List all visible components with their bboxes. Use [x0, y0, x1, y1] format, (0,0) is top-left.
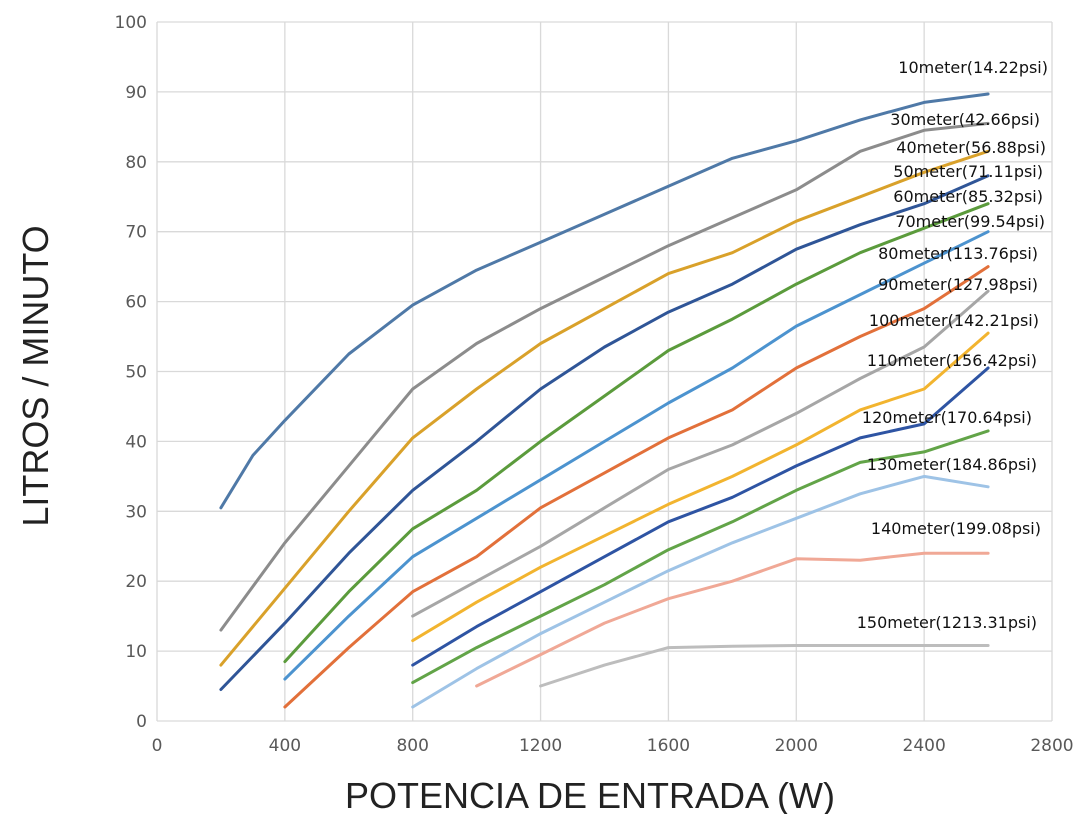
x-tick-label: 2000 — [775, 736, 818, 756]
x-tick-label: 800 — [396, 736, 428, 756]
y-tick-label: 60 — [125, 293, 147, 313]
series-line — [539, 644, 990, 688]
series-line — [411, 474, 990, 709]
y-tick-label: 0 — [136, 712, 147, 732]
y-tick-label: 30 — [125, 502, 147, 522]
series-label: 50meter(71.11psi) — [893, 162, 1043, 181]
series-line — [283, 202, 990, 664]
series-label: 120meter(170.64psi) — [862, 408, 1032, 427]
series-label: 140meter(199.08psi) — [871, 519, 1041, 538]
y-axis-title: LITROS / MINUTO — [15, 225, 56, 526]
y-tick-label: 90 — [125, 83, 147, 103]
series-line — [475, 551, 990, 688]
series-label: 100meter(142.21psi) — [869, 311, 1039, 330]
series-line — [219, 174, 990, 691]
y-tick-label: 40 — [125, 432, 147, 452]
x-axis-title: POTENCIA DE ENTRADA (W) — [345, 775, 835, 814]
series-line — [411, 366, 990, 667]
series-label: 90meter(127.98psi) — [878, 275, 1038, 294]
series-line — [283, 230, 990, 681]
x-tick-label: 2800 — [1030, 736, 1073, 756]
y-tick-label: 50 — [125, 363, 147, 383]
series-label: 10meter(14.22psi) — [898, 58, 1048, 77]
y-tick-label: 100 — [115, 13, 147, 33]
series-line — [219, 92, 990, 510]
y-axis-ticks: 0 10 20 30 40 50 60 70 80 90 100 — [115, 13, 147, 732]
series-line — [411, 331, 990, 643]
x-tick-label: 2400 — [903, 736, 946, 756]
series-label: 80meter(113.76psi) — [878, 244, 1038, 263]
series-label: 150meter(1213.31psi) — [857, 613, 1037, 632]
x-tick-label: 400 — [269, 736, 301, 756]
x-tick-label: 0 — [152, 736, 163, 756]
series-label: 130meter(184.86psi) — [867, 455, 1037, 474]
series-label: 40meter(56.88psi) — [896, 138, 1046, 157]
series-label: 110meter(156.42psi) — [867, 351, 1037, 370]
y-tick-label: 20 — [125, 572, 147, 592]
series-line — [411, 289, 990, 618]
series-labels: 10meter(14.22psi) 30meter(42.66psi) 40mete… — [857, 58, 1048, 632]
series-label: 70meter(99.54psi) — [895, 212, 1045, 231]
x-tick-label: 1600 — [647, 736, 690, 756]
y-tick-label: 10 — [125, 642, 147, 662]
series-label: 60meter(85.32psi) — [893, 187, 1043, 206]
series-line — [219, 121, 990, 632]
series-line — [219, 149, 990, 667]
series-label: 30meter(42.66psi) — [890, 110, 1040, 129]
y-tick-label: 80 — [125, 153, 147, 173]
series-line — [411, 429, 990, 685]
grid-lines — [156, 21, 1053, 722]
x-axis-ticks: 0 400 800 1200 1600 2000 2400 2800 — [152, 736, 1074, 756]
y-tick-label: 70 — [125, 223, 147, 243]
series-line — [283, 265, 990, 709]
series-lines — [219, 92, 990, 709]
x-tick-label: 1200 — [519, 736, 562, 756]
